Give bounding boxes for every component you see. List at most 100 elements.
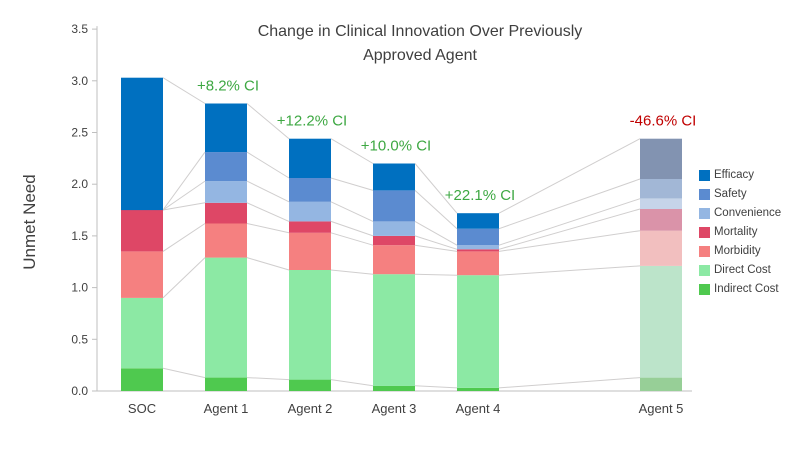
- series-connector-line: [162, 77, 206, 104]
- legend-item-indirect-cost: Indirect Cost: [699, 283, 781, 295]
- bar-segment-safety: [289, 178, 331, 202]
- bar-segment-indirect-cost: [457, 387, 499, 391]
- bar-segment-mortality: [121, 210, 163, 252]
- bar-segment-safety: [373, 190, 415, 222]
- bar-segment-morbidity: [205, 223, 247, 258]
- series-connector-line: [414, 190, 458, 230]
- bar-segment-efficacy: [121, 77, 163, 211]
- series-connector-line: [162, 367, 206, 379]
- y-tick-label: 0.5: [71, 332, 88, 346]
- bar-segment-direct-cost: [457, 275, 499, 388]
- legend-swatch-icon: [699, 245, 710, 257]
- bar-segment-morbidity: [640, 230, 682, 266]
- x-tick-label: Agent 2: [288, 401, 333, 416]
- series-connector-line: [414, 244, 458, 252]
- change-annotation: +22.1% CI: [445, 187, 515, 204]
- y-tick-label: 0.0: [71, 384, 88, 398]
- y-tick-label: 3.0: [71, 74, 88, 88]
- legend-item-morbidity: Morbidity: [699, 245, 781, 257]
- legend-item-efficacy: Efficacy: [699, 169, 781, 181]
- bar-segment-morbidity: [289, 232, 331, 270]
- x-tick-label: Agent 1: [204, 401, 249, 416]
- bar-segment-mortality: [289, 221, 331, 233]
- bar-segment-efficacy: [205, 103, 247, 153]
- legend-item-safety: Safety: [699, 188, 781, 200]
- bar-segment-convenience: [457, 245, 499, 250]
- series-connector-line: [414, 220, 458, 246]
- series-connector-line: [498, 198, 641, 246]
- series-connector-line: [162, 180, 206, 211]
- bar-segment-efficacy: [373, 163, 415, 191]
- series-connector-line: [330, 232, 374, 246]
- bar-segment-morbidity: [457, 251, 499, 276]
- legend-label: Morbidity: [714, 245, 761, 257]
- bar-segment-direct-cost: [373, 274, 415, 386]
- change-annotation: +10.0% CI: [361, 138, 431, 155]
- bar-segment-morbidity: [373, 245, 415, 275]
- series-connector-line: [330, 138, 374, 164]
- series-connector-line: [414, 273, 458, 276]
- chart-title: Change in Clinical Innovation Over Previ…: [130, 20, 710, 68]
- series-connector-line: [414, 163, 458, 214]
- bar-segment-indirect-cost: [205, 377, 247, 391]
- legend-label: Convenience: [714, 207, 782, 219]
- series-connector-line: [246, 180, 290, 203]
- legend-label: Indirect Cost: [714, 283, 779, 295]
- series-connector-line: [246, 151, 290, 179]
- bar-segment-indirect-cost: [121, 368, 163, 391]
- bar-segment-convenience: [640, 198, 682, 209]
- series-connector-line: [162, 223, 206, 252]
- bar-segment-safety: [457, 228, 499, 246]
- y-tick-label: 2.5: [71, 126, 88, 140]
- legend-item-mortality: Mortality: [699, 226, 781, 238]
- x-tick-label: Agent 4: [456, 401, 501, 416]
- series-connector-line: [246, 377, 290, 381]
- legend-label: Mortality: [714, 226, 758, 238]
- legend-swatch-icon: [699, 169, 710, 181]
- bar-segment-efficacy: [457, 213, 499, 229]
- series-connector-line: [330, 269, 374, 275]
- y-tick-label: 2.0: [71, 177, 88, 191]
- series-connector-line: [498, 230, 641, 252]
- bar-segment-direct-cost: [640, 265, 682, 378]
- legend-swatch-icon: [699, 264, 710, 276]
- series-connector-line: [246, 202, 290, 222]
- series-connector-line: [246, 257, 290, 271]
- bar-segment-direct-cost: [205, 257, 247, 378]
- series-connector-line: [330, 201, 374, 222]
- bar-segment-mortality: [205, 202, 247, 224]
- series-connector-line: [498, 138, 641, 214]
- series-connector-line: [330, 220, 374, 237]
- legend-label: Efficacy: [714, 169, 755, 181]
- bar-segment-indirect-cost: [289, 379, 331, 391]
- series-connector-line: [498, 265, 641, 276]
- y-tick-label: 1.0: [71, 281, 88, 295]
- legend: Efficacy Safety Convenience Mortality Morbid…: [699, 169, 781, 295]
- bar-segment-direct-cost: [289, 270, 331, 380]
- series-connector-line: [498, 377, 641, 389]
- bar-segment-mortality: [640, 209, 682, 231]
- y-axis-title: Unmet Need: [20, 174, 39, 270]
- chart-title-line-2: Approved Agent: [363, 47, 477, 64]
- change-annotation: -46.6% CI: [630, 113, 697, 130]
- series-connector-line: [498, 178, 641, 230]
- change-annotation: +8.2% CI: [197, 78, 259, 95]
- chart-title-line-1: Change in Clinical Innovation Over Previ…: [257, 23, 583, 40]
- series-connector-line: [246, 223, 290, 234]
- legend-label: Safety: [714, 188, 747, 200]
- legend-item-convenience: Convenience: [699, 207, 781, 219]
- bar-segment-safety: [205, 152, 247, 182]
- bar-segment-mortality: [373, 235, 415, 246]
- bar-segment-efficacy: [289, 138, 331, 178]
- legend-label: Direct Cost: [714, 264, 771, 276]
- series-connector-line: [414, 235, 458, 250]
- legend-swatch-icon: [699, 207, 710, 219]
- series-connector-line: [330, 177, 374, 191]
- change-annotation: +12.2% CI: [277, 113, 347, 130]
- legend-item-direct-cost: Direct Cost: [699, 264, 781, 276]
- bar-segment-efficacy: [640, 138, 682, 179]
- bar-segment-indirect-cost: [373, 385, 415, 391]
- x-tick-label: Agent 3: [372, 401, 417, 416]
- legend-swatch-icon: [699, 283, 710, 295]
- bar-segment-mortality: [457, 249, 499, 252]
